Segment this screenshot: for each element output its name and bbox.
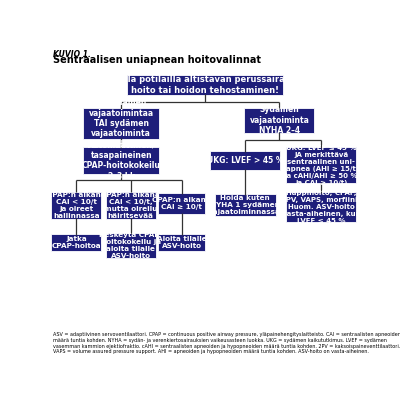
- Text: Automaattinen/
tasapaineinen
CPAP-hoitokokeilu
2–3 kk: Automaattinen/ tasapaineinen CPAP-hoitok…: [82, 140, 161, 180]
- FancyBboxPatch shape: [286, 192, 356, 222]
- Text: UKG: LVEF ≤ 45 %
JA merkittävä
sentraalinen uni-
apnea (AHI ≥ 15/t
ja cAHI/AHI ≥: UKG: LVEF ≤ 45 % JA merkittävä sentraali…: [284, 144, 358, 186]
- FancyBboxPatch shape: [286, 147, 356, 183]
- Text: Keskeytä CPAP-
hoitokokeilu ja
aloita tilalle
ASV-hoito: Keskeytä CPAP- hoitokokeilu ja aloita ti…: [99, 232, 162, 259]
- FancyBboxPatch shape: [83, 108, 160, 139]
- Text: CPAP:n aikana
CAI ≥ 10/t: CPAP:n aikana CAI ≥ 10/t: [152, 197, 211, 210]
- Text: CPAP:n aikana
CAI < 10/t,
mutta oireilu
häiritsevää: CPAP:n aikana CAI < 10/t, mutta oireilu …: [101, 192, 160, 218]
- FancyBboxPatch shape: [83, 147, 160, 174]
- Text: Sentraalisen uniapnean hoitovalinnat: Sentraalisen uniapnean hoitovalinnat: [53, 55, 261, 65]
- FancyBboxPatch shape: [158, 234, 205, 251]
- Text: UKG: LVEF > 45 %: UKG: LVEF > 45 %: [207, 156, 284, 165]
- Text: Kaikilla potilailla altistavan perussairauden
hoito tai hoidon tehostaminen!: Kaikilla potilailla altistavan perussair…: [101, 75, 309, 95]
- FancyBboxPatch shape: [158, 193, 205, 214]
- Text: Sydämen
vajaatoiminta
NYHA 2–4: Sydämen vajaatoiminta NYHA 2–4: [250, 106, 309, 135]
- FancyBboxPatch shape: [51, 234, 101, 251]
- Text: Jatka
CPAP-hoitoa: Jatka CPAP-hoitoa: [52, 236, 101, 249]
- FancyBboxPatch shape: [106, 192, 156, 219]
- FancyBboxPatch shape: [244, 108, 314, 133]
- FancyBboxPatch shape: [51, 192, 101, 219]
- Text: Ei sydämen
vajaatoimintaa
TAI sydämen
vajaatoiminta
NYHA 1: Ei sydämen vajaatoimintaa TAI sydämen va…: [89, 98, 154, 149]
- Text: Aloita tilalle
ASV-hoito: Aloita tilalle ASV-hoito: [157, 236, 206, 249]
- FancyBboxPatch shape: [210, 151, 280, 170]
- Text: Happihoito, CPAP,
2PV, VAPS, morfiini?
Huom. ASV-hoito
vasta-aiheinen, kun
LVEF : Happihoito, CPAP, 2PV, VAPS, morfiini? H…: [281, 190, 362, 224]
- FancyBboxPatch shape: [126, 75, 284, 95]
- Text: Hoida kuten
NYHA 1 sydämen
vajaatoiminnassa: Hoida kuten NYHA 1 sydämen vajaatoiminna…: [209, 195, 281, 215]
- FancyBboxPatch shape: [106, 233, 156, 258]
- Text: KUVIO 1.: KUVIO 1.: [53, 50, 91, 58]
- FancyBboxPatch shape: [215, 194, 276, 216]
- Text: CPAP:n aikana
CAI < 10/t
ja oireet
hallinnassa: CPAP:n aikana CAI < 10/t ja oireet halli…: [47, 192, 106, 218]
- Text: ASV = adaptiivinen servoventilaattori. CPAP = continuous positive airway pressur: ASV = adaptiivinen servoventilaattori. C…: [53, 332, 400, 354]
